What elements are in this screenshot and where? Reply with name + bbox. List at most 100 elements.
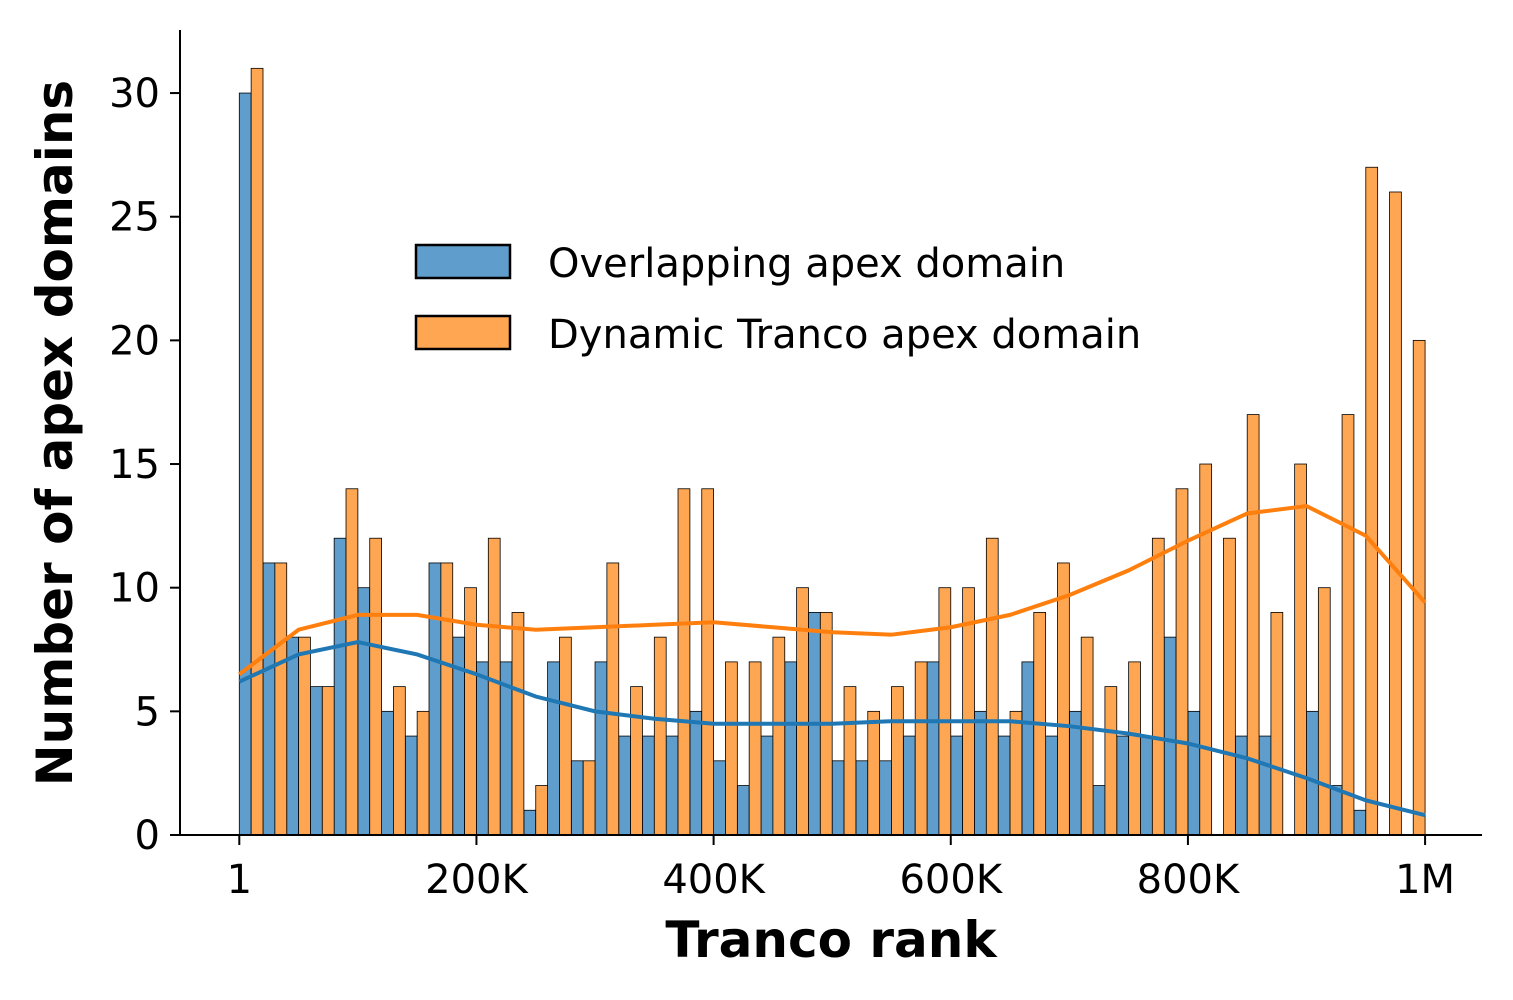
bar [321, 686, 335, 836]
bar [1151, 537, 1165, 836]
bar [642, 735, 655, 836]
x-tick-label: 400K [662, 857, 766, 903]
bar [938, 587, 952, 836]
bar [274, 562, 288, 836]
bar [1163, 636, 1177, 836]
bar [286, 636, 299, 836]
bar [428, 562, 442, 836]
bar [523, 809, 537, 836]
bar [298, 636, 311, 836]
bar [1140, 735, 1153, 836]
x-tick-label: 800K [1137, 857, 1241, 903]
bar [381, 710, 394, 836]
legend-swatch [414, 314, 512, 351]
bar [618, 735, 632, 836]
bar [701, 488, 715, 836]
bar [487, 537, 501, 836]
bar [831, 760, 845, 836]
y-tick-label: 0 [135, 813, 160, 859]
bar [1270, 612, 1284, 836]
bar [547, 661, 560, 836]
bar [926, 661, 940, 836]
y-tick-label: 5 [135, 689, 160, 735]
bar [1389, 191, 1402, 836]
bar [1057, 562, 1070, 836]
y-tick-label: 30 [109, 71, 160, 117]
bar [440, 562, 454, 836]
bar [262, 562, 276, 836]
bar [843, 686, 857, 836]
bar [511, 612, 525, 836]
kde-line [238, 504, 1427, 676]
bar [736, 785, 750, 836]
bar [867, 710, 881, 836]
bar [1306, 710, 1319, 836]
bar [1116, 735, 1130, 836]
bar [310, 686, 323, 836]
bar [570, 760, 584, 836]
bar [1080, 636, 1094, 836]
bar [677, 488, 691, 836]
bar [1341, 414, 1355, 836]
bar [416, 710, 430, 836]
bar [582, 760, 596, 836]
bar [250, 67, 264, 836]
y-tick-label: 25 [109, 195, 160, 241]
bar [404, 735, 418, 836]
bar [369, 537, 382, 836]
bar [1068, 710, 1082, 836]
bar [238, 92, 252, 836]
bar [1234, 735, 1248, 836]
bar [784, 661, 798, 836]
bar [760, 735, 774, 836]
bar [665, 735, 679, 836]
x-tick-label: 1M [1395, 857, 1455, 903]
bar [653, 636, 667, 836]
bar [772, 636, 786, 836]
bar [630, 686, 643, 836]
bar [606, 562, 620, 836]
bar [1104, 686, 1118, 836]
bar [902, 735, 916, 836]
bar [345, 488, 359, 836]
bar [559, 636, 572, 836]
bar [594, 661, 608, 836]
y-tick-label: 20 [109, 318, 160, 364]
bar [393, 686, 406, 836]
y-axis-label: Number of apex domains [26, 80, 84, 786]
bar [1258, 735, 1272, 836]
bar [1246, 414, 1260, 836]
bar [1199, 463, 1213, 836]
x-tick-label: 600K [899, 857, 1003, 903]
bar [891, 686, 904, 836]
bar [1128, 661, 1141, 836]
bar [914, 661, 928, 836]
bar [1045, 735, 1058, 836]
bar [725, 661, 738, 836]
bar [1223, 537, 1236, 836]
bar [1009, 710, 1023, 836]
bar [357, 587, 371, 836]
legend-label: Dynamic Tranco apex domain [548, 312, 1141, 358]
kde-line [238, 640, 1426, 818]
bar [950, 735, 964, 836]
bar [476, 661, 489, 836]
legend-swatch [414, 243, 512, 280]
bar [1187, 710, 1201, 836]
bar [796, 587, 809, 836]
x-tick-label: 200K [425, 857, 529, 903]
bar [879, 760, 892, 836]
bar [985, 537, 999, 836]
bar [974, 710, 987, 836]
bar [1412, 339, 1426, 836]
bar [333, 537, 347, 836]
bar [1317, 587, 1331, 836]
x-axis-label: Tranco rank [665, 911, 998, 969]
legend-label: Overlapping apex domain [548, 241, 1065, 287]
bar [997, 735, 1011, 836]
bar [1365, 166, 1379, 836]
y-tick-label: 15 [109, 442, 160, 488]
bar [1329, 785, 1343, 836]
